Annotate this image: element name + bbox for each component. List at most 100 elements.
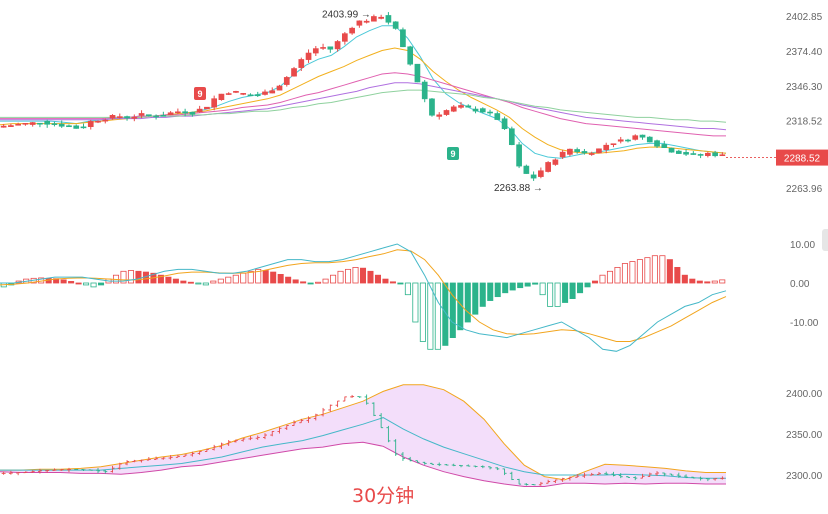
candle-body	[189, 111, 196, 115]
candle-body	[262, 91, 268, 95]
candle-body	[392, 21, 399, 29]
macd-histogram-bar	[75, 282, 82, 285]
candle-body	[545, 162, 551, 172]
macd-histogram-bar	[494, 282, 501, 298]
candle-body	[494, 113, 501, 120]
candle-body	[298, 59, 305, 68]
macd-histogram-bar	[98, 282, 105, 286]
macd-histogram-bar	[472, 282, 479, 315]
macd-histogram-bar	[120, 270, 127, 284]
candle-body	[378, 16, 384, 19]
macd-histogram-bar	[659, 255, 666, 284]
candle-body	[719, 154, 726, 157]
macd-histogram-bar	[90, 282, 97, 288]
macd-histogram-bar	[127, 270, 134, 284]
macd-dif-line	[0, 243, 727, 352]
candle-body	[233, 91, 239, 93]
candle-body	[567, 148, 573, 155]
macd-histogram-bar	[404, 282, 411, 296]
candle-body	[400, 29, 406, 48]
macd-histogram-bar	[412, 282, 419, 323]
candle-body	[145, 114, 152, 116]
macd-histogram-bar	[172, 278, 179, 284]
macd-histogram-bar	[532, 282, 539, 285]
candle-body	[116, 116, 123, 118]
macd-histogram-bar	[83, 282, 90, 286]
candle-body	[675, 150, 682, 154]
candle-body	[44, 121, 51, 125]
boll-upper-line	[0, 384, 726, 481]
candle-body	[276, 85, 283, 91]
macd-histogram-bar	[614, 266, 621, 284]
panel-resize-handle[interactable]	[822, 229, 828, 251]
macd-histogram-bar	[689, 278, 696, 284]
low-price-annotation: 2263.88 →	[494, 183, 543, 194]
current-price-tag	[776, 149, 828, 166]
td-marker-label: 9	[450, 149, 455, 159]
macd-histogram-bar	[277, 274, 284, 284]
macd-histogram-bar	[419, 282, 426, 342]
high-price-annotation: 2403.99 →	[322, 10, 371, 21]
macd-histogram-bar	[300, 281, 307, 284]
candle-body	[646, 136, 653, 143]
candle-body	[668, 147, 675, 153]
candle-body	[211, 98, 218, 108]
candle-body	[196, 108, 203, 113]
candle-body	[588, 153, 595, 155]
macd-histogram-bar	[577, 282, 584, 294]
candle-body	[138, 113, 145, 116]
candle-body	[523, 165, 530, 174]
candle-body	[705, 152, 711, 156]
candle-body	[305, 52, 312, 60]
candle-body	[58, 123, 65, 127]
candle-body	[661, 144, 668, 148]
candle-body	[407, 46, 414, 65]
candle-body	[80, 126, 87, 129]
candle-body	[508, 128, 515, 146]
macd-y-tick-label: -10.00	[790, 318, 819, 329]
candle-body	[269, 90, 276, 94]
candle-body	[436, 114, 443, 117]
candle-body	[596, 148, 602, 154]
candle-body	[538, 170, 544, 177]
candle-body	[552, 159, 559, 165]
macd-histogram-bar	[434, 282, 441, 350]
macd-histogram-bar	[674, 266, 681, 284]
candle-body	[175, 111, 181, 114]
candle-body	[160, 115, 167, 117]
price-y-tick-label: 2318.52	[786, 116, 823, 127]
macd-histogram-bar	[629, 261, 636, 284]
macd-histogram-bar	[562, 282, 569, 303]
candle-body	[29, 122, 36, 125]
candle-body	[574, 149, 581, 152]
boll-mid-line	[0, 417, 726, 479]
macd-histogram-bar	[487, 282, 494, 301]
candle-body	[66, 125, 72, 128]
macd-histogram-bar	[180, 280, 187, 284]
macd-histogram-bar	[539, 282, 546, 296]
macd-histogram-bar	[449, 282, 456, 338]
macd-histogram-bar	[554, 282, 561, 307]
macd-histogram-bar	[606, 270, 614, 284]
candle-body	[8, 125, 14, 127]
td-marker-badge	[194, 87, 206, 100]
candle-body	[516, 144, 522, 167]
macd-histogram-bar	[225, 276, 232, 284]
candle-body	[15, 123, 21, 126]
candle-body	[429, 98, 435, 116]
candle-body	[124, 116, 130, 119]
candle-body	[683, 152, 689, 155]
candle-body	[501, 118, 508, 130]
candle-body	[0, 125, 7, 128]
macd-panel: 10.00 0.00 -10.00	[0, 240, 819, 352]
macd-histogram-bar	[502, 282, 509, 294]
candle-body	[218, 93, 225, 101]
candle-body	[639, 134, 646, 138]
td-marker-label: 9	[197, 89, 202, 99]
macd-histogram-bar	[599, 274, 606, 284]
macd-histogram-bar	[651, 255, 658, 284]
candle-body	[625, 139, 631, 142]
candle-body	[73, 125, 80, 129]
